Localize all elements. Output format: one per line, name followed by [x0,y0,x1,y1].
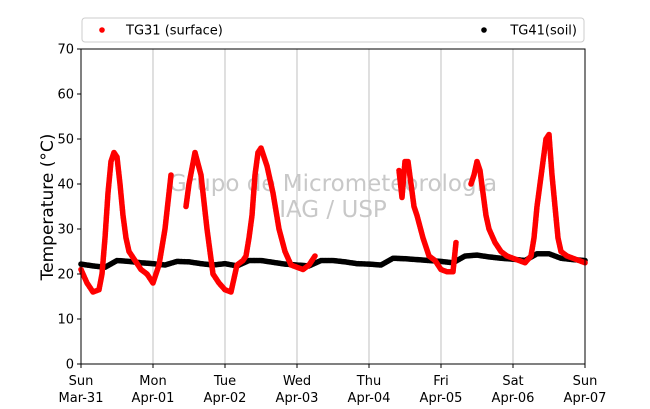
x-tick-date: Apr-03 [276,391,319,406]
x-tick-date: Apr-06 [492,391,535,406]
x-tick-date: Apr-02 [204,391,247,406]
watermark-line: IAG / USP [279,197,387,223]
x-tick-day: Fri [433,374,449,389]
legend-frame [81,17,585,43]
legend-label: TG31 (surface) [125,24,223,39]
y-tick-label: 30 [57,223,74,238]
y-tick-label: 0 [66,358,74,373]
x-tick-day: Sat [502,374,523,389]
watermark-line: Grupo de Micrometeorologia [169,171,497,197]
y-tick-label: 10 [57,313,74,328]
x-tick-day: Sun [69,374,94,389]
y-axis: 0 10 20 30 40 50 60 70 [57,43,81,373]
legend: TG31 (surface) TG41(soil) [81,17,585,43]
x-tick-date: Apr-07 [564,391,607,406]
x-tick-day: Tue [213,374,236,389]
grid [152,49,514,364]
data-point [312,253,318,259]
x-tick-day: Thu [356,374,381,389]
x-tick-day: Mon [139,374,166,389]
y-tick-label: 50 [57,133,74,148]
axes [80,48,586,365]
series-layer [78,131,588,295]
y-tick-label: 40 [57,178,74,193]
y-axis-label: Temperature (°C) [38,134,58,282]
x-tick-date: Apr-04 [348,391,391,406]
x-tick-date: Mar-31 [59,391,104,406]
y-tick-label: 70 [57,43,74,58]
x-tick-day: Wed [283,374,311,389]
x-tick-day: Sun [573,374,598,389]
legend-marker [99,27,105,33]
axes-frame [80,48,586,365]
data-point [168,172,174,178]
x-tick-date: Apr-05 [420,391,463,406]
legend-label: TG41(soil) [509,24,577,39]
y-tick-label: 60 [57,88,74,103]
x-axis: Sun Mar-31 Mon Apr-01 Tue Apr-02 Wed Apr-03 Thu A… [59,364,607,406]
data-point [453,239,459,246]
legend-marker [481,27,487,33]
x-tick-date: Apr-01 [132,391,175,406]
series-tg31-surface [78,131,588,295]
y-tick-label: 20 [57,268,74,283]
